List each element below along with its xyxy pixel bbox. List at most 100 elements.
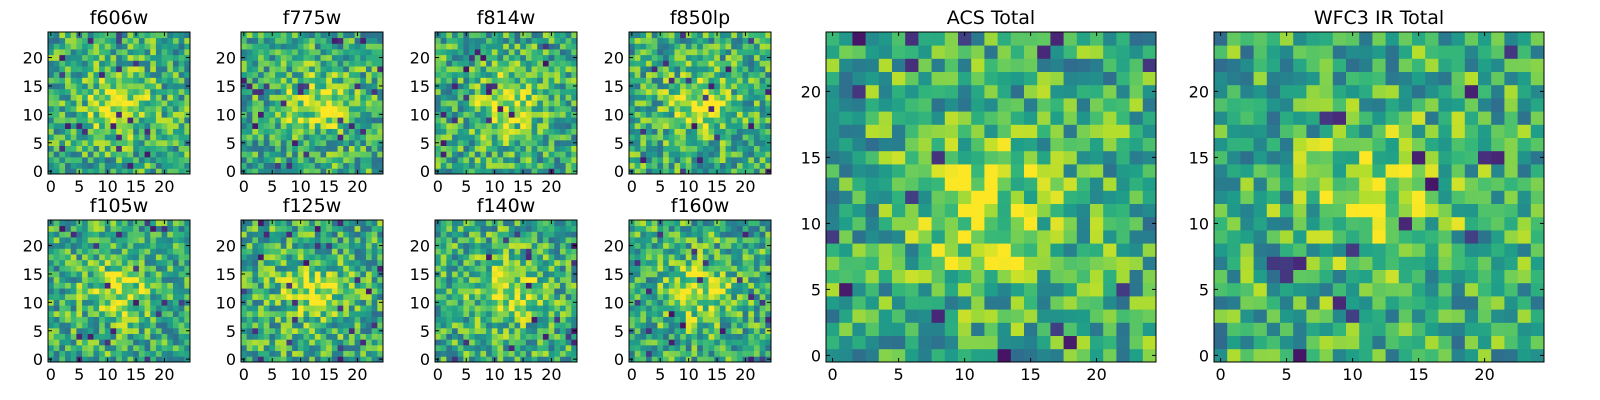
heatmap-cell <box>691 288 698 295</box>
heatmap-cell <box>314 32 321 39</box>
heatmap-cell <box>697 344 704 352</box>
heatmap-cell <box>360 134 367 141</box>
heatmap-cell <box>280 350 287 357</box>
heatmap-cell <box>133 231 140 238</box>
heatmap-cell <box>657 88 664 95</box>
heatmap-cell <box>110 344 117 352</box>
heatmap-cell <box>110 162 117 169</box>
heatmap-cell <box>663 339 670 346</box>
heatmap-cell <box>759 333 766 340</box>
heatmap-cell <box>708 88 715 95</box>
heatmap-cell <box>486 231 493 238</box>
heatmap-cell <box>133 265 140 272</box>
heatmap-cell <box>53 156 60 164</box>
heatmap-cell <box>303 339 310 346</box>
heatmap-cell <box>116 128 123 135</box>
heatmap-cell <box>503 231 510 238</box>
heatmap-cell <box>303 225 310 232</box>
heatmap-cell <box>241 37 248 44</box>
heatmap-cell <box>167 139 174 146</box>
heatmap-cell <box>258 350 265 357</box>
heatmap-cell <box>70 344 77 352</box>
heatmap-cell <box>674 134 681 141</box>
heatmap-cell <box>719 66 726 73</box>
heatmap-cell <box>457 43 464 50</box>
heatmap-cell <box>474 105 481 112</box>
heatmap-cell <box>531 248 538 255</box>
heatmap-cell <box>537 37 544 44</box>
heatmap-cell <box>76 288 83 295</box>
heatmap-cell <box>548 77 555 84</box>
heatmap-cell <box>297 88 304 95</box>
heatmap-cell <box>514 316 521 323</box>
heatmap-cell <box>258 276 265 283</box>
heatmap-cell <box>263 145 270 152</box>
heatmap-cell <box>486 66 493 73</box>
heatmap-cell <box>525 316 532 323</box>
heatmap-cell <box>297 333 304 340</box>
heatmap-cell <box>559 32 567 39</box>
heatmap-cell <box>150 145 157 152</box>
heatmap-cell <box>258 293 265 300</box>
heatmap-cell <box>348 66 355 73</box>
heatmap-cell <box>99 105 106 112</box>
heatmap-cell <box>491 305 498 312</box>
heatmap-cell <box>554 288 561 295</box>
heatmap-cell <box>246 299 253 306</box>
heatmap-cell <box>320 139 327 146</box>
heatmap-cell <box>435 105 442 112</box>
heatmap-cell <box>537 316 544 323</box>
heatmap-cell <box>348 310 355 317</box>
heatmap-cell <box>685 333 692 340</box>
heatmap-cell <box>491 77 498 84</box>
heatmap-cell <box>520 237 527 244</box>
heatmap-cell <box>93 43 100 50</box>
heatmap-cell <box>702 105 709 112</box>
heatmap-cell <box>663 350 670 357</box>
heatmap-cell <box>548 83 555 90</box>
heatmap-cell <box>172 327 180 334</box>
heatmap-cell <box>514 237 521 244</box>
heatmap-cell <box>571 288 578 295</box>
panel-title: f125w <box>283 195 342 217</box>
heatmap-cell <box>155 231 162 238</box>
heatmap-cell <box>697 49 704 56</box>
heatmap-cell <box>753 134 761 141</box>
heatmap-cell <box>537 282 544 289</box>
heatmap-cell <box>371 231 378 238</box>
heatmap-cell <box>480 139 487 146</box>
heatmap-cell <box>634 299 641 306</box>
heatmap-cell <box>116 356 123 363</box>
heatmap-cell <box>457 288 464 295</box>
heatmap-cell <box>263 66 270 73</box>
heatmap-cell <box>731 145 738 152</box>
heatmap-cell <box>657 122 664 129</box>
heatmap-cell <box>537 248 544 255</box>
heatmap-cell <box>348 105 355 112</box>
heatmap-cell <box>121 356 128 363</box>
heatmap-cell <box>520 276 527 283</box>
heatmap-cell <box>343 83 350 90</box>
heatmap-cell <box>446 322 453 329</box>
heatmap-cell <box>674 66 681 73</box>
heatmap-cell <box>263 327 270 334</box>
heatmap-cell <box>491 83 498 90</box>
heatmap-cell <box>48 37 55 44</box>
heatmap-cell <box>144 310 151 317</box>
heatmap-cell <box>59 259 66 266</box>
heatmap-cell <box>753 105 761 112</box>
heatmap-cell <box>708 100 715 107</box>
heatmap-cell <box>144 299 151 306</box>
heatmap-cell <box>320 248 327 255</box>
heatmap-cell <box>144 356 151 363</box>
heatmap-cell <box>680 128 687 135</box>
heatmap-cell <box>110 220 117 227</box>
heatmap-cell <box>331 77 338 84</box>
panel-title: f140w <box>477 195 536 217</box>
heatmap-cell <box>70 254 77 261</box>
heatmap-cell <box>497 151 504 158</box>
heatmap-cell <box>542 111 549 118</box>
heatmap-cell <box>725 344 732 352</box>
heatmap-cell <box>133 322 140 329</box>
heatmap-cell <box>150 77 157 84</box>
